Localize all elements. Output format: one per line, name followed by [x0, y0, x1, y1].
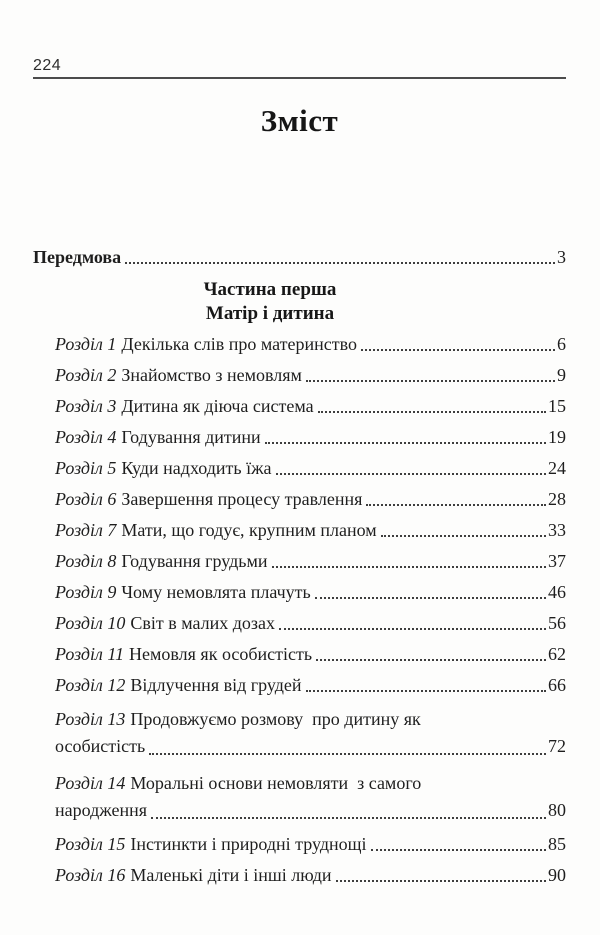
chapter-title: Інстинкти і природні труднощі	[130, 834, 367, 854]
toc-entry: Розділ 3 Дитина як діюча система 15	[55, 396, 566, 416]
chapter-prefix: Розділ 7	[55, 520, 117, 540]
dot-leader	[314, 597, 546, 599]
dot-leader	[305, 690, 546, 692]
toc-entry: Розділ 6 Завершення процесу травлення 28	[55, 489, 566, 509]
chapter-title: Моральні основи немовляти з самого	[130, 773, 422, 793]
dot-leader	[125, 262, 555, 264]
chapter-prefix: Розділ 5	[55, 458, 117, 478]
contents-title: Зміст	[260, 103, 339, 138]
page-ref: 90	[548, 865, 566, 885]
dot-leader	[335, 880, 546, 882]
chapter-prefix: Розділ 6	[55, 489, 117, 509]
toc-entry: Розділ 11 Немовля як особистість 62	[55, 644, 566, 664]
chapter-title-continued: особистість	[55, 736, 146, 756]
toc-entry: Розділ 16 Маленькі діти і інші люди 90	[55, 865, 566, 885]
page-ref: 72	[548, 736, 566, 756]
chapter-title: Дитина як діюча система	[121, 396, 314, 416]
page-ref: 80	[548, 800, 566, 820]
chapter-title: Куди надходить їжа	[121, 458, 272, 478]
toc-entry: Розділ 1 Декілька слів про материнство 6	[55, 334, 566, 354]
chapter-title: Немовля як особистість	[129, 644, 313, 664]
toc-entry: Розділ 2 Знайомство з немовлям 9	[55, 365, 566, 385]
part-title: Частина перша	[203, 279, 337, 300]
toc-entry-preface: Передмова 3	[33, 247, 566, 267]
page-ref: 6	[557, 334, 566, 354]
chapter-prefix: Розділ 16	[55, 865, 126, 885]
chapter-prefix: Розділ 1	[55, 334, 117, 354]
toc-entry: Розділ 10 Світ в малих дозах 56	[55, 613, 566, 633]
chapter-prefix: Розділ 11	[55, 644, 125, 664]
chapter-prefix: Розділ 4	[55, 427, 117, 447]
toc-entry: Розділ 14 Моральні основи немовляти з сам…	[55, 770, 566, 824]
dot-leader	[317, 411, 546, 413]
chapter-prefix: Розділ 12	[55, 675, 126, 695]
toc-entry: Розділ 7 Мати, що годує, крупним планом …	[55, 520, 566, 540]
page-ref: 56	[548, 613, 566, 633]
chapter-prefix: Розділ 10	[55, 613, 126, 633]
part-heading: Частина перша Матір і дитина	[33, 278, 507, 326]
table-of-contents: Передмова 3 Частина перша Матір і дитина…	[33, 247, 566, 885]
dot-leader	[271, 566, 546, 568]
chapter-title: Продовжуємо розмову про дитину як	[130, 709, 421, 729]
chapter-title: Мати, що годує, крупним планом	[121, 520, 377, 540]
page-ref: 3	[557, 247, 566, 267]
chapter-title-continued: народження	[55, 800, 147, 820]
page-ref: 24	[548, 458, 566, 478]
toc-entry: Розділ 13 Продовжуємо розмову про дитину …	[55, 706, 566, 760]
chapter-prefix: Розділ 8	[55, 551, 117, 571]
toc-entry: Розділ 4 Годування дитини 19	[55, 427, 566, 447]
preface-label: Передмова	[33, 247, 122, 267]
toc-entry: Розділ 15 Інстинкти і природні труднощі …	[55, 834, 566, 854]
dot-leader	[275, 473, 546, 475]
page-ref: 37	[548, 551, 566, 571]
chapter-prefix: Розділ 15	[55, 834, 126, 854]
dot-leader	[279, 628, 546, 630]
page-ref: 9	[557, 365, 566, 385]
page-ref: 19	[548, 427, 566, 447]
dot-leader	[151, 817, 546, 819]
chapter-title: Світ в малих дозах	[130, 613, 276, 633]
chapter-title: Відлучення від грудей	[130, 675, 302, 695]
dot-leader	[366, 504, 546, 506]
page-ref: 66	[548, 675, 566, 695]
page-ref: 62	[548, 644, 566, 664]
dot-leader	[361, 349, 555, 351]
chapter-title: Знайомство з немовлям	[121, 365, 302, 385]
running-head: 224	[33, 57, 566, 79]
page-ref: 28	[548, 489, 566, 509]
chapter-title: Чому немовлята плачуть	[121, 582, 311, 602]
chapter-prefix: Розділ 9	[55, 582, 117, 602]
chapter-prefix: Розділ 2	[55, 365, 117, 385]
toc-entry: Розділ 8 Годування грудьми 37	[55, 551, 566, 571]
page-ref: 85	[548, 834, 566, 854]
toc-entry: Розділ 12 Відлучення від грудей 66	[55, 675, 566, 695]
dot-leader	[305, 380, 555, 382]
chapter-title: Декілька слів про материнство	[121, 334, 357, 354]
chapter-prefix: Розділ 14	[55, 773, 126, 793]
dot-leader	[264, 442, 546, 444]
page-ref: 33	[548, 520, 566, 540]
chapter-title: Годування дитини	[121, 427, 261, 447]
chapter-title: Завершення процесу травлення	[121, 489, 363, 509]
page-number-header: 224	[33, 57, 62, 74]
chapter-prefix: Розділ 13	[55, 709, 126, 729]
dot-leader	[316, 659, 546, 661]
chapter-title: Годування грудьми	[121, 551, 268, 571]
dot-leader	[149, 753, 546, 755]
dot-leader	[370, 849, 546, 851]
toc-entry: Розділ 9 Чому немовлята плачуть 46	[55, 582, 566, 602]
page-ref: 15	[548, 396, 566, 416]
chapter-prefix: Розділ 3	[55, 396, 117, 416]
page-ref: 46	[548, 582, 566, 602]
dot-leader	[380, 535, 546, 537]
part-subtitle: Матір і дитина	[205, 303, 335, 324]
chapter-title: Маленькі діти і інші люди	[130, 865, 332, 885]
toc-entry: Розділ 5 Куди надходить їжа 24	[55, 458, 566, 478]
